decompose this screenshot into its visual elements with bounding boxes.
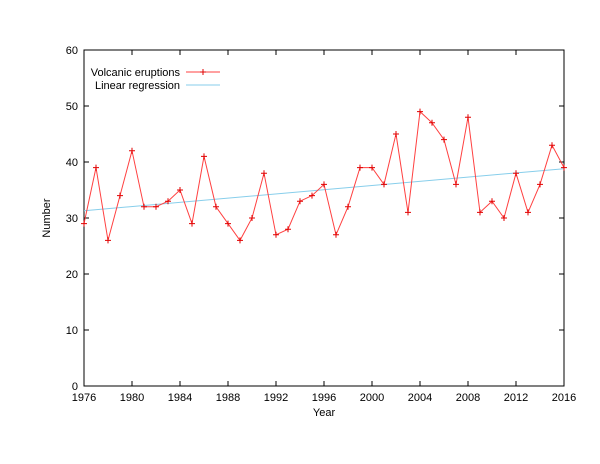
x-tick-label: 2012: [504, 392, 528, 404]
eruptions-line: [83, 110, 565, 242]
data-point: [369, 164, 375, 171]
data-point: [81, 220, 87, 227]
data-point: [501, 215, 507, 221]
data-point: [153, 203, 159, 210]
data-point: [357, 164, 363, 171]
data-point: [201, 153, 207, 160]
data-point: [93, 164, 99, 171]
data-point: [321, 181, 327, 188]
data-point: [309, 192, 315, 199]
x-tick-label: 2016: [552, 392, 576, 404]
data-point: [381, 181, 387, 188]
data-point: [537, 181, 543, 188]
data-point: [441, 136, 447, 143]
data-point: [129, 147, 135, 154]
y-tick-label: 50: [66, 101, 78, 113]
y-tick-label: 30: [66, 213, 78, 225]
regression-line: [83, 168, 565, 212]
data-point: [477, 209, 483, 216]
y-tick-label: 40: [66, 157, 78, 169]
x-tick-label: 1996: [312, 392, 336, 404]
x-tick-label: 1984: [168, 392, 192, 404]
x-tick-label: 1976: [72, 392, 96, 404]
data-point: [189, 220, 195, 227]
y-tick-label: 20: [66, 269, 78, 281]
x-tick-label: 2008: [456, 392, 480, 404]
data-point: [333, 231, 339, 238]
y-axis-label: Number: [41, 198, 53, 237]
data-point: [249, 215, 255, 221]
data-point: [105, 237, 111, 244]
data-point: [117, 192, 123, 199]
x-tick-label: 2000: [360, 392, 384, 404]
data-point: [393, 131, 399, 137]
data-point: [525, 209, 531, 216]
data-point: [513, 170, 519, 177]
data-point: [285, 226, 291, 233]
data-point: [261, 170, 267, 177]
plot-border: [83, 49, 565, 387]
data-point: [561, 164, 567, 171]
legend-label-regression: Linear regression: [95, 80, 180, 92]
x-tick-label: 1992: [264, 392, 288, 404]
legend-marker-eruptions: [200, 69, 206, 75]
data-point: [225, 220, 231, 227]
y-tick-label: 0: [72, 381, 78, 393]
data-point: [213, 203, 219, 210]
data-point: [165, 198, 171, 205]
x-axis-label: Year: [313, 407, 336, 419]
x-tick-label: 2004: [408, 392, 432, 404]
data-point: [141, 203, 147, 210]
data-point: [405, 209, 411, 216]
data-point: [237, 237, 243, 244]
data-point: [345, 203, 351, 210]
x-tick-label: 1988: [216, 392, 240, 404]
data-point: [453, 181, 459, 188]
data-point: [549, 142, 555, 149]
data-point: [429, 119, 435, 126]
data-point: [273, 231, 279, 238]
data-point: [177, 187, 183, 193]
data-point: [489, 198, 495, 205]
data-point: [465, 114, 471, 121]
data-point: [297, 198, 303, 205]
y-tick-label: 60: [66, 45, 78, 57]
x-tick-label: 1980: [120, 392, 144, 404]
data-point: [417, 108, 423, 115]
y-tick-label: 10: [66, 325, 78, 337]
legend-label-eruptions: Volcanic eruptions: [91, 67, 181, 79]
